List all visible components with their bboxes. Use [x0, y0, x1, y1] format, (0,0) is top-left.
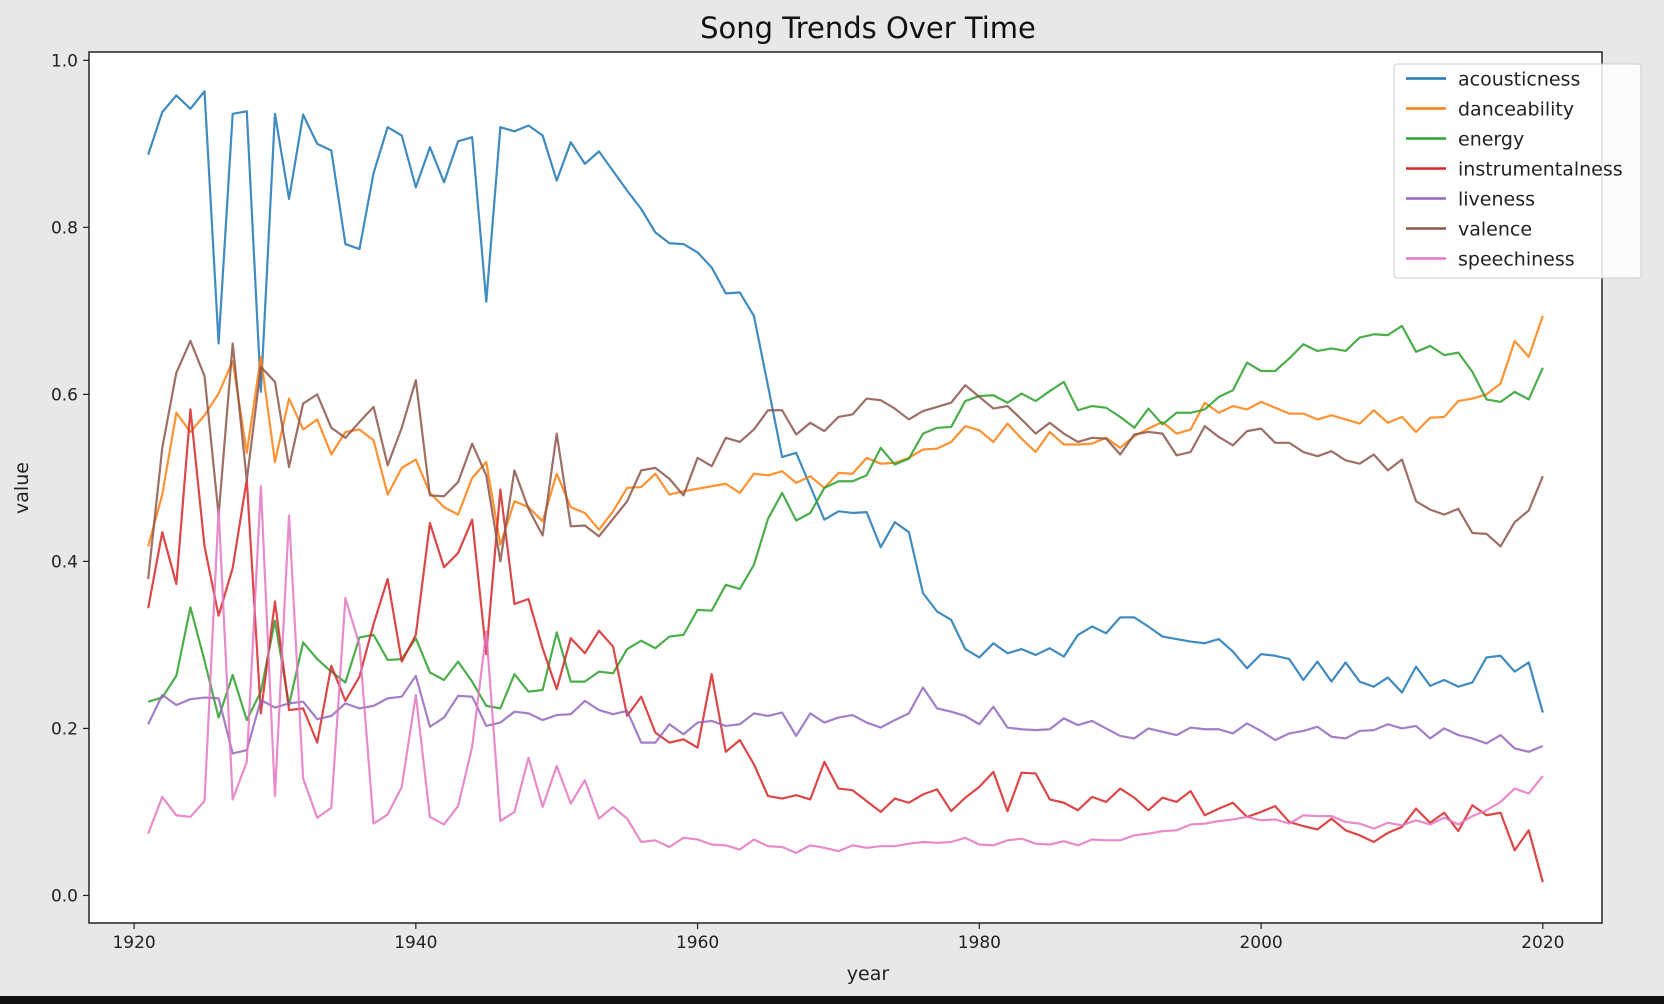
y-tick-label: 0.0 — [51, 886, 78, 906]
y-tick-label: 0.6 — [51, 385, 78, 405]
legend-label-valence: valence — [1458, 219, 1532, 241]
x-tick-label: 2000 — [1239, 933, 1282, 953]
x-tick-label: 1940 — [394, 933, 437, 953]
legend: acousticness danceability energy instrument… — [1393, 63, 1642, 279]
series-line-acousticness — [147, 90, 1544, 713]
legend-label-danceability: danceability — [1458, 99, 1574, 121]
chart-title: Song Trends Over Time — [700, 11, 1036, 45]
y-axis-label: value — [11, 462, 33, 514]
x-axis-ticks: 1920 1940 1960 1980 2000 2020 — [112, 923, 1564, 953]
y-tick-label: 0.4 — [51, 552, 78, 572]
legend-label-speechiness: speechiness — [1458, 249, 1575, 271]
series-line-danceability — [147, 315, 1544, 547]
y-tick-label: 1.0 — [51, 51, 78, 71]
x-tick-label: 1960 — [676, 933, 719, 953]
y-tick-label: 0.8 — [51, 218, 78, 238]
legend-box — [1393, 63, 1642, 279]
legend-label-energy: energy — [1458, 129, 1524, 151]
legend-label-instrumentalness: instrumentalness — [1458, 159, 1623, 181]
legend-label-liveness: liveness — [1458, 189, 1535, 211]
x-tick-label: 1980 — [958, 933, 1001, 953]
legend-label-acousticness: acousticness — [1458, 69, 1580, 91]
y-axis-ticks: 0.0 0.2 0.4 0.6 0.8 1.0 — [51, 51, 89, 906]
y-tick-label: 0.2 — [51, 719, 78, 739]
series-line-energy — [147, 324, 1544, 722]
x-tick-label: 2020 — [1521, 933, 1564, 953]
series-lines — [147, 90, 1544, 883]
x-tick-label: 1920 — [112, 933, 155, 953]
series-line-liveness — [147, 674, 1544, 755]
series-line-instrumentalness — [147, 408, 1544, 883]
series-line-speechiness — [147, 485, 1544, 854]
series-line-valence — [147, 339, 1544, 580]
x-axis-label: year — [847, 963, 890, 985]
plot-area — [88, 51, 1603, 924]
